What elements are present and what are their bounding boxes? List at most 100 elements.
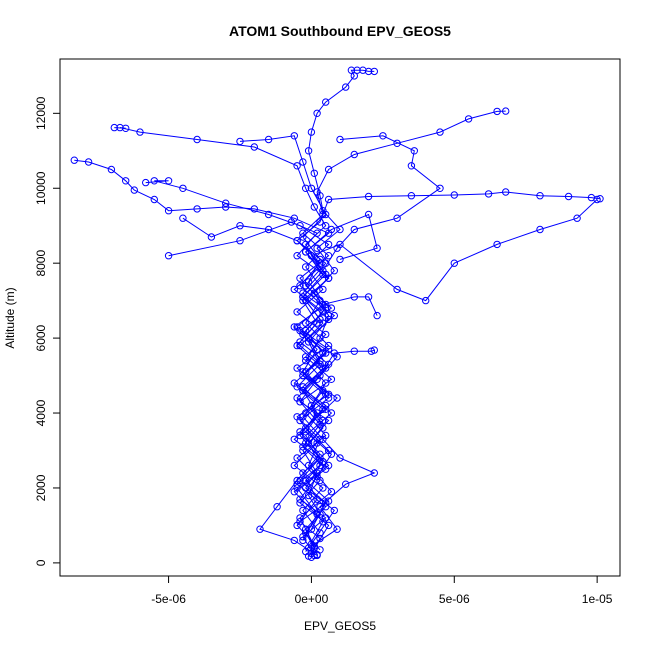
data-point — [302, 439, 310, 447]
series-line — [302, 69, 375, 558]
series-2 — [70, 156, 336, 560]
data-point — [293, 323, 301, 331]
data-point — [293, 162, 301, 170]
data-point — [250, 143, 259, 151]
data-point — [324, 240, 333, 249]
data-point — [136, 128, 144, 136]
data-point — [330, 311, 338, 320]
data-point — [193, 205, 201, 213]
y-tick-label: 0 — [34, 559, 48, 566]
data-point — [330, 267, 338, 275]
data-point — [293, 484, 301, 492]
data-point — [407, 162, 416, 170]
data-point — [299, 506, 307, 515]
data-point — [264, 210, 273, 219]
data-point — [353, 66, 361, 74]
data-point — [322, 98, 330, 106]
data-point — [359, 66, 367, 74]
data-point — [296, 476, 304, 485]
data-point — [324, 195, 333, 204]
y-axis: 0 2000 4000 6000 8000 10000 12000 — [34, 96, 61, 566]
data-point — [327, 409, 336, 417]
data-point — [116, 123, 124, 132]
y-tick-label: 10000 — [34, 171, 48, 205]
data-point — [290, 536, 298, 545]
data-point — [264, 225, 273, 234]
data-point — [110, 123, 119, 132]
data-point — [290, 461, 298, 470]
data-point — [84, 158, 93, 166]
data-point — [287, 218, 296, 226]
data-point — [316, 454, 324, 462]
x-tick-label: -5e-06 — [151, 592, 186, 606]
data-point — [193, 135, 201, 144]
data-point — [107, 165, 116, 174]
data-point — [407, 192, 416, 200]
y-tick-label: 8000 — [34, 250, 48, 277]
data-point — [322, 210, 330, 219]
data-point — [307, 128, 316, 136]
data-point — [342, 480, 350, 488]
data-point — [536, 225, 544, 234]
data-point — [564, 192, 573, 201]
data-point — [164, 207, 173, 215]
series-13 — [179, 214, 333, 537]
data-point — [336, 240, 344, 249]
data-point — [322, 330, 330, 339]
data-point — [324, 274, 333, 282]
data-point — [333, 525, 341, 533]
data-point — [290, 435, 298, 443]
data-point — [299, 371, 307, 380]
data-point — [293, 341, 301, 350]
x-tick-label: 5e-06 — [439, 592, 470, 606]
data-point — [150, 177, 159, 185]
x-tick-label: 1e-05 — [582, 592, 613, 606]
data-point — [307, 525, 316, 533]
y-tick-label: 12000 — [34, 96, 48, 130]
data-point — [324, 315, 333, 324]
data-point — [293, 252, 301, 260]
data-point — [336, 255, 344, 264]
series-12 — [293, 293, 381, 552]
data-point — [324, 416, 333, 425]
data-point — [327, 225, 336, 234]
data-point — [324, 446, 333, 455]
data-point — [370, 469, 378, 477]
data-point — [596, 195, 604, 203]
data-point — [436, 128, 444, 136]
data-point — [304, 278, 313, 286]
data-point — [296, 282, 304, 290]
data-point — [236, 237, 244, 245]
data-point — [304, 147, 313, 155]
data-point — [142, 178, 150, 187]
x-axis: -5e-06 0e+00 5e-06 1e-05 — [151, 575, 613, 606]
y-tick-label: 4000 — [34, 399, 48, 426]
data-point — [333, 394, 341, 402]
data-point — [536, 192, 544, 200]
data-point — [313, 109, 321, 118]
data-point — [364, 210, 373, 219]
data-point — [350, 150, 358, 159]
data-point — [464, 115, 473, 123]
data-point — [316, 529, 324, 537]
data-point — [164, 177, 173, 185]
data-point — [322, 499, 330, 507]
data-point — [319, 435, 327, 443]
data-point — [327, 375, 336, 383]
data-point — [70, 156, 79, 164]
data-point — [322, 304, 330, 312]
data-point — [273, 503, 281, 511]
data-point — [319, 416, 327, 425]
series-3 — [290, 188, 604, 560]
data-point — [350, 293, 358, 301]
data-point — [593, 195, 601, 204]
data-point — [327, 304, 336, 312]
data-point — [324, 345, 333, 353]
data-point — [364, 192, 373, 201]
series-line — [145, 180, 333, 552]
data-point — [296, 514, 304, 522]
data-point — [290, 132, 298, 140]
data-point — [316, 476, 324, 485]
data-point — [304, 544, 313, 552]
